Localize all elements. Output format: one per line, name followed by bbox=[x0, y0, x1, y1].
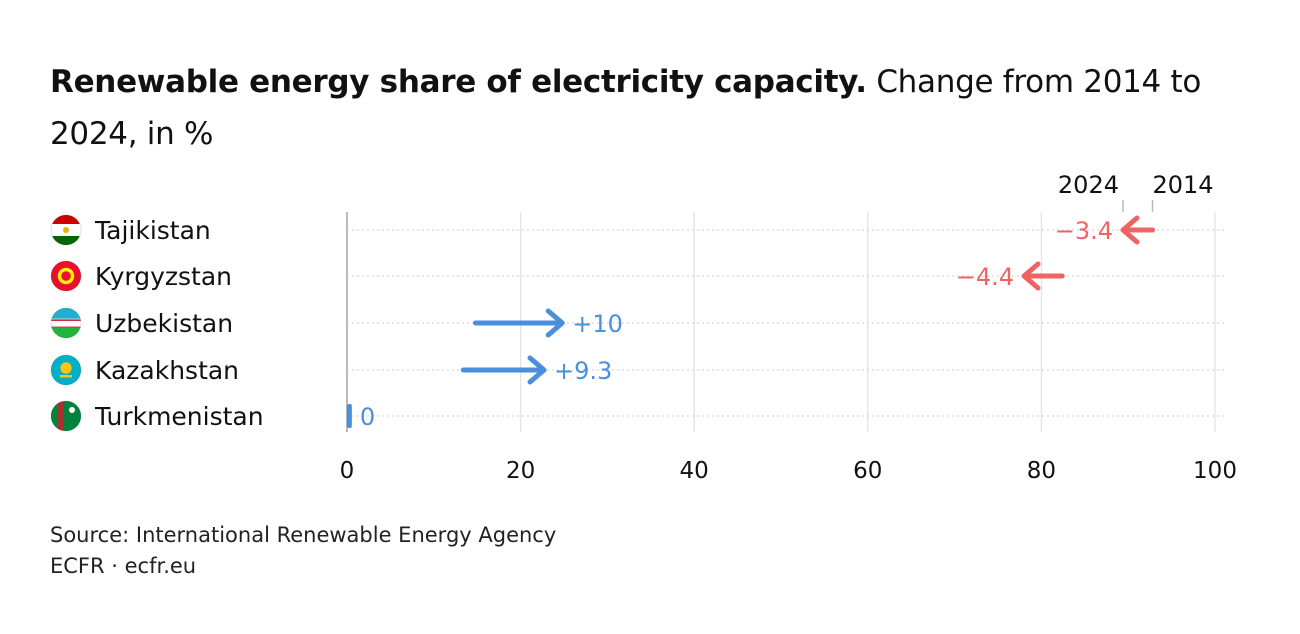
footer: Source: International Renewable Energy A… bbox=[50, 520, 556, 582]
country-label: Tajikistan bbox=[94, 216, 211, 245]
change-label: −3.4 bbox=[1055, 217, 1113, 245]
change-arrow-head bbox=[1120, 215, 1140, 245]
change-label: 0 bbox=[360, 403, 375, 431]
country-label: Uzbekistan bbox=[95, 309, 233, 338]
x-tick-label: 80 bbox=[1027, 458, 1056, 484]
change-arrow-head bbox=[1021, 261, 1041, 291]
change-label: +10 bbox=[572, 310, 623, 338]
x-tick-label: 60 bbox=[853, 458, 882, 484]
legend-start-label: 2014 bbox=[1153, 171, 1214, 199]
change-label: +9.3 bbox=[554, 357, 612, 385]
chart-title: Renewable energy share of electricity ca… bbox=[50, 56, 1240, 160]
chart-title-rest: Change from 2014 to 2024, in % bbox=[50, 64, 1202, 152]
legend-end-label: 2024 bbox=[1058, 171, 1119, 199]
x-tick-label: 40 bbox=[680, 458, 709, 484]
uzbekistan-flag-icon bbox=[50, 307, 82, 339]
no-change-marker bbox=[346, 404, 352, 428]
turkmenistan-flag-icon bbox=[50, 400, 82, 432]
kazakhstan-flag-icon bbox=[50, 354, 82, 386]
change-arrow-head bbox=[545, 308, 565, 338]
tajikistan-flag-icon bbox=[50, 214, 82, 246]
country-label: Kyrgyzstan bbox=[95, 262, 232, 291]
source-note: Source: International Renewable Energy A… bbox=[50, 523, 557, 547]
change-label: −4.4 bbox=[956, 263, 1014, 291]
kyrgyzstan-flag-icon bbox=[50, 260, 82, 292]
credit-note: ECFR · ecfr.eu bbox=[50, 554, 197, 578]
change-arrow-head bbox=[527, 355, 547, 385]
x-tick-label: 100 bbox=[1193, 458, 1237, 484]
x-tick-label: 0 bbox=[340, 458, 355, 484]
x-tick-label: 20 bbox=[506, 458, 535, 484]
country-label: Turkmenistan bbox=[94, 402, 264, 431]
chart-title-bold: Renewable energy share of electricity ca… bbox=[50, 64, 867, 100]
country-label: Kazakhstan bbox=[95, 356, 239, 385]
